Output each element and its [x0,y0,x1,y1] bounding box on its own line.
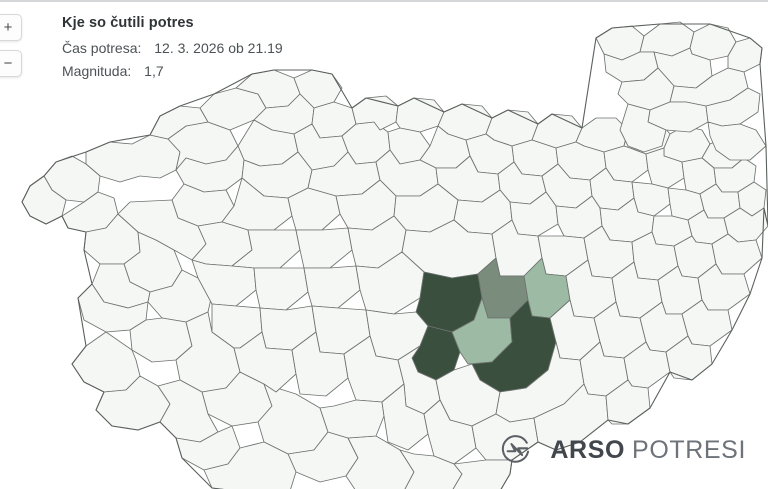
zoom-out-button[interactable]: − [0,50,22,77]
municipality[interactable] [708,122,766,160]
municipality[interactable] [296,228,352,268]
municipality[interactable] [254,268,308,310]
time-value: 12. 3. 2026 ob 21.19 [154,40,283,56]
zoom-in-button[interactable]: + [0,14,22,41]
municipality[interactable] [204,442,296,489]
municipality[interactable] [304,266,360,308]
municipality[interactable] [320,400,384,438]
brand-secondary: POTRESI [632,435,746,464]
municipality[interactable] [86,135,180,182]
magnitude-label: Magnituda: [62,63,132,79]
municipality-layer [22,22,768,489]
municipality[interactable] [346,436,414,489]
seismic-wave-circle-icon [502,435,530,463]
info-row-magnitude: Magnituda: 1,7 [62,63,283,79]
country-outline [21,23,768,489]
municipality[interactable] [72,332,140,392]
map-zoom-controls: + − [0,14,28,77]
info-row-time: Čas potresa: 12. 3. 2026 ob 21.19 [62,40,283,56]
panel-title: Kje so čutili potres [62,15,194,31]
earthquake-info-panel: Kje so čutili potres Čas potresa: 12. 3.… [62,15,283,86]
municipality[interactable] [666,336,712,380]
time-label: Čas potresa: [62,40,142,56]
magnitude-value: 1,7 [144,63,164,79]
municipality[interactable] [620,104,666,152]
municipality[interactable] [118,200,206,260]
arso-potresi-brand: ARSO POTRESI [500,433,746,467]
brand-wordmark: ARSO POTRESI [550,436,746,465]
brand-primary: ARSO [550,435,626,464]
municipality[interactable] [606,380,650,424]
